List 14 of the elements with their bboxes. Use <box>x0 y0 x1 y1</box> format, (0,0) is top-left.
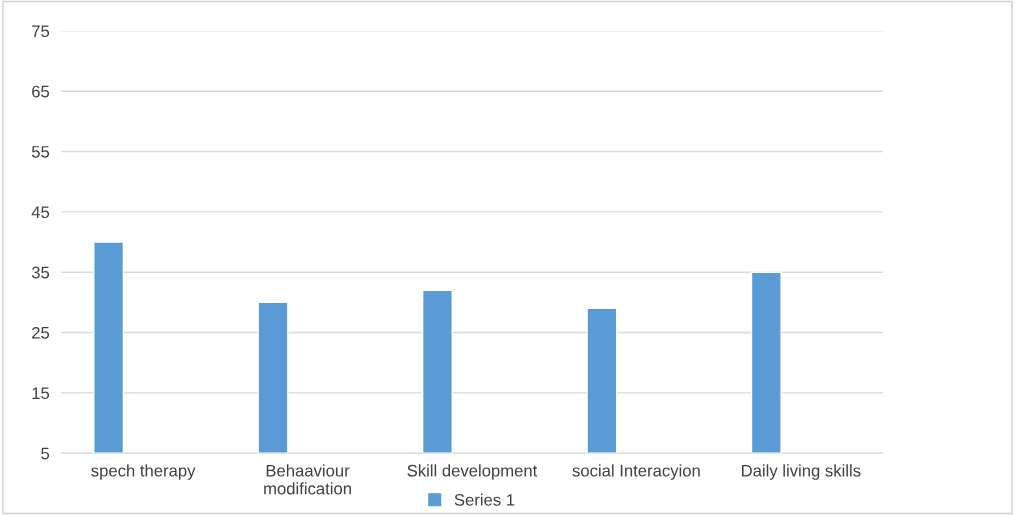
y-tick-label: 45 <box>31 206 50 219</box>
y-tick-label: 65 <box>32 85 50 98</box>
x-tick-label: Daily living skills <box>742 464 861 480</box>
x-tick-label: spech therapy <box>91 464 196 480</box>
y-tick-label: 5 <box>41 447 50 460</box>
y-tick-label: 75 <box>32 25 50 38</box>
y-tick-label: 55 <box>31 146 50 158</box>
x-tick-label: Skill development <box>407 464 538 480</box>
x-tick-label: Behaaviour modification <box>264 464 351 495</box>
y-tick-label: 25 <box>32 326 50 339</box>
y-tick-label: 15 <box>32 387 50 400</box>
x-tick-label: social Interacyion <box>572 464 700 480</box>
y-tick-label: 35 <box>31 266 50 279</box>
legend-label: Series 1 <box>454 493 515 506</box>
